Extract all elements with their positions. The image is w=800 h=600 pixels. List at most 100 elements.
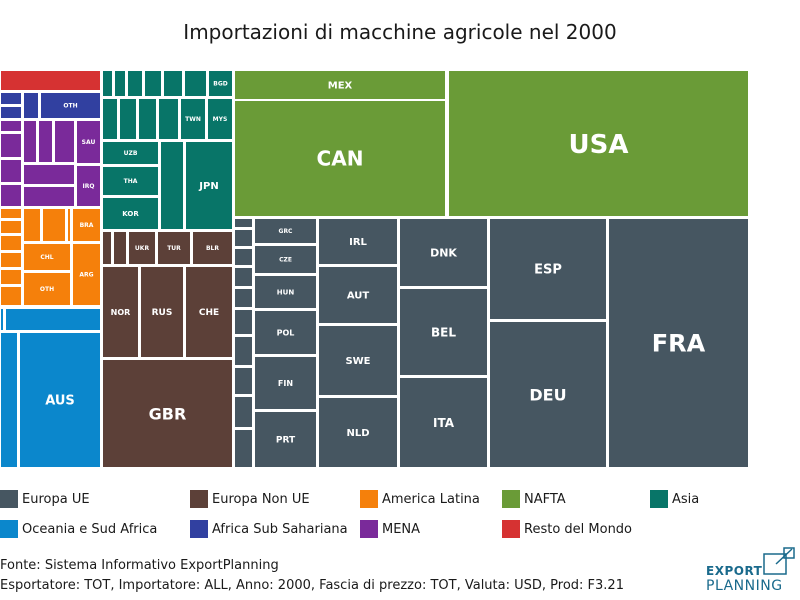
tile-label-fra: FRA <box>652 330 706 358</box>
treemap-tile <box>137 97 158 141</box>
treemap-tile <box>118 97 138 141</box>
treemap-tile <box>0 219 23 235</box>
treemap-tile <box>233 217 254 229</box>
tile-label-ukr: UKR <box>135 245 150 252</box>
legend-label: MENA <box>382 521 421 537</box>
tile-label-oth: OTH <box>40 286 54 293</box>
legend-swatch <box>360 490 378 508</box>
treemap-tile <box>159 140 185 231</box>
treemap-tile <box>233 266 254 288</box>
tile-label-grc: GRC <box>279 228 294 235</box>
legend-label: Europa Non UE <box>212 491 310 507</box>
treemap-tile <box>0 132 23 159</box>
tile-label-sau: SAU <box>82 139 96 146</box>
tile-label-blr: BLR <box>206 245 219 252</box>
treemap-tile <box>4 307 102 332</box>
treemap-tile-aut <box>317 265 399 325</box>
legend-label: Europa UE <box>22 491 90 507</box>
tile-label-swe: SWE <box>345 356 370 367</box>
legend-label: Africa Sub Sahariana <box>212 521 348 537</box>
logo-mark-icon <box>763 547 795 575</box>
tile-label-prt: PRT <box>276 436 296 446</box>
legend: Europa UE Europa Non UE America Latina NAFT… <box>0 490 800 550</box>
tile-label-mys: MYS <box>213 116 228 123</box>
treemap-tile <box>233 395 254 429</box>
treemap-tile-arg <box>71 242 102 307</box>
footer-params: Esportatore: TOT, Importatore: ALL, Anno… <box>0 578 624 593</box>
treemap-tile <box>0 183 23 208</box>
legend-swatch <box>360 520 378 538</box>
legend-item: Africa Sub Sahariana <box>190 520 348 538</box>
tile-label-rus: RUS <box>152 308 173 318</box>
tile-label-gbr: GBR <box>149 404 187 423</box>
legend-item: Asia <box>650 490 699 508</box>
tile-label-chl: CHL <box>40 254 53 261</box>
tile-label-bel: BEL <box>431 325 456 339</box>
treemap-tile <box>37 119 54 164</box>
tile-label-tha: THA <box>124 178 138 185</box>
treemap-tile-usa <box>447 69 750 218</box>
legend-item: America Latina <box>360 490 480 508</box>
tile-label-twn: TWN <box>185 116 201 123</box>
treemap-tile <box>22 163 76 186</box>
treemap-tile <box>233 428 254 469</box>
treemap-tile-sau <box>75 119 102 165</box>
treemap-tile <box>143 69 163 98</box>
treemap-tile-cze <box>253 244 318 275</box>
tile-label-che: CHE <box>199 308 219 318</box>
treemap-tile <box>126 69 144 98</box>
treemap-tile <box>22 207 42 243</box>
tile-label-nld: NLD <box>346 428 369 439</box>
treemap-tile-twn <box>179 97 207 141</box>
treemap-tile <box>0 119 23 133</box>
footer-source: Fonte: Sistema Informativo ExportPlannin… <box>0 558 279 573</box>
treemap-tile <box>183 69 208 98</box>
treemap-tile-bgd <box>207 69 234 98</box>
treemap-tile <box>0 105 23 120</box>
treemap-tile <box>0 207 23 220</box>
treemap-tile-oth <box>22 271 72 307</box>
tile-label-nor: NOR <box>111 308 131 317</box>
chart-title: Importazioni di macchine agricole nel 20… <box>183 20 617 44</box>
legend-label: Resto del Mondo <box>524 521 633 537</box>
treemap-tile-esp <box>488 217 608 321</box>
legend-item: Oceania e Sud Africa <box>0 520 157 538</box>
tile-label-bra: BRA <box>80 222 94 229</box>
logo-line2: PLANNING <box>706 578 783 594</box>
tile-label-arg: ARG <box>79 272 93 279</box>
tile-label-fin: FIN <box>278 379 293 388</box>
treemap-tile-deu <box>488 320 608 469</box>
legend-label: Asia <box>672 491 700 507</box>
treemap-tile <box>0 285 23 307</box>
treemap-tile-fin <box>253 355 318 411</box>
tile-label-irq: IRQ <box>83 183 95 190</box>
treemap-tile <box>0 69 102 92</box>
treemap-tile-rus <box>139 265 185 359</box>
treemap-tile <box>53 119 76 164</box>
tile-label-bgd: BGD <box>213 81 227 88</box>
tile-label-tur: TUR <box>167 245 181 252</box>
legend-swatch <box>502 520 520 538</box>
treemap-tile-hun <box>253 274 318 310</box>
treemap-tile <box>233 247 254 267</box>
treemap-tile <box>0 91 23 106</box>
tile-label-uzb: UZB <box>124 150 138 157</box>
tile-label-irl: IRL <box>349 237 367 248</box>
legend-item: MENA <box>360 520 420 538</box>
treemap-tile <box>0 331 19 469</box>
treemap-tile <box>22 185 76 208</box>
tile-label-ita: ITA <box>433 416 455 430</box>
treemap-tile <box>112 230 128 266</box>
tile-label-hun: HUN <box>277 289 295 297</box>
legend-swatch <box>190 490 208 508</box>
treemap-chart: USA CAN MEX FRA DEU ESP ITA BEL DNK NLD SWE AUT IRL P… <box>0 69 750 469</box>
tile-label-can: CAN <box>317 147 364 171</box>
treemap-tile-mex <box>233 69 447 101</box>
legend-label: Oceania e Sud Africa <box>22 521 158 537</box>
legend-item: Europa UE <box>0 490 90 508</box>
treemap-tile-bra <box>71 207 102 243</box>
treemap-tile-gbr <box>101 358 234 469</box>
legend-swatch <box>0 520 18 538</box>
tile-label-esp: ESP <box>534 263 562 278</box>
treemap-tile <box>233 308 254 336</box>
